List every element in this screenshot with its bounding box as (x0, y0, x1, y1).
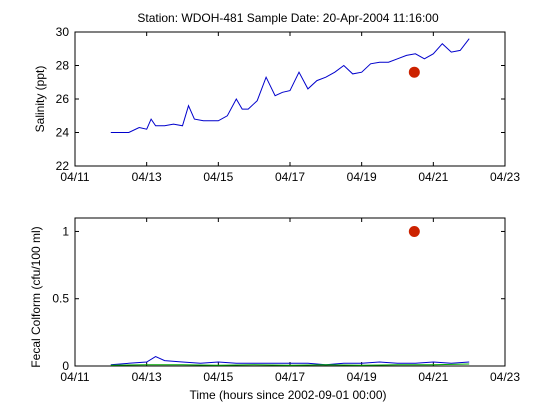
figure-title: Station: WDOH-481 Sample Date: 20-Apr-20… (137, 11, 439, 25)
panel-0-series-line-0 (110, 38, 470, 133)
panel-0-y-tick-label-4: 30 (56, 25, 70, 39)
panel-1-x-tick-label-3: 04/17 (275, 370, 305, 384)
panel-1-series-line-1 (110, 363, 470, 366)
panel-1-x-tick-label-2: 04/15 (203, 370, 233, 384)
panel-1-y-axis-title: Fecal Colform (cfu/100 ml) (29, 226, 43, 367)
panel-0-x-tick-label-1: 04/13 (132, 170, 162, 184)
panel-1-x-tick-label-6: 04/23 (490, 370, 520, 384)
panel-0-sample-marker-0 (408, 66, 420, 78)
panel-1-x-tick-label-5: 04/21 (418, 370, 448, 384)
panel-0-x-tick-label-3: 04/17 (275, 170, 305, 184)
panel-0-x-tick-label-4: 04/19 (347, 170, 377, 184)
panel-0-y-tick-label-1: 24 (56, 126, 70, 140)
panel-1-x-tick-label-4: 04/19 (347, 370, 377, 384)
panel-1-series-line-0 (110, 356, 470, 366)
panel-1-y-tick-label-0: 0 (62, 359, 69, 373)
salinity-panel: 04/11 04/13 04/15 04/17 04/19 04/21 04/23 22 24 2… (56, 25, 521, 184)
panel-0-y-axis-title: Salinity (ppt) (33, 66, 47, 133)
panel-1-y-tick-label-1: 0.5 (52, 292, 69, 306)
panel-1-sample-marker-0 (408, 225, 420, 237)
panel-0-y-tick-label-2: 26 (56, 92, 70, 106)
panel-0-axes-box (74, 31, 506, 167)
panel-1-x-tick-label-1: 04/13 (132, 370, 162, 384)
fecal-coliform-panel: 04/11 04/13 04/15 04/17 04/19 04/21 04/23 0 0.5 1 (52, 217, 520, 384)
panel-0-x-tick-label-2: 04/15 (203, 170, 233, 184)
panel-1-axes-box (74, 217, 506, 367)
panel-0-x-tick-label-5: 04/21 (418, 170, 448, 184)
panel-0-x-tick-label-0: 04/11 (60, 170, 89, 184)
panel-0-x-tick-label-6: 04/23 (490, 170, 520, 184)
panel-0-y-tick-label-3: 28 (56, 59, 70, 73)
panel-1-x-axis-title: Time (hours since 2002-09-01 00:00) (190, 388, 387, 402)
panel-0-y-tick-label-0: 22 (56, 159, 70, 173)
panel-1-x-tick-label-0: 04/11 (60, 370, 89, 384)
panel-1-y-tick-label-2: 1 (62, 224, 69, 238)
